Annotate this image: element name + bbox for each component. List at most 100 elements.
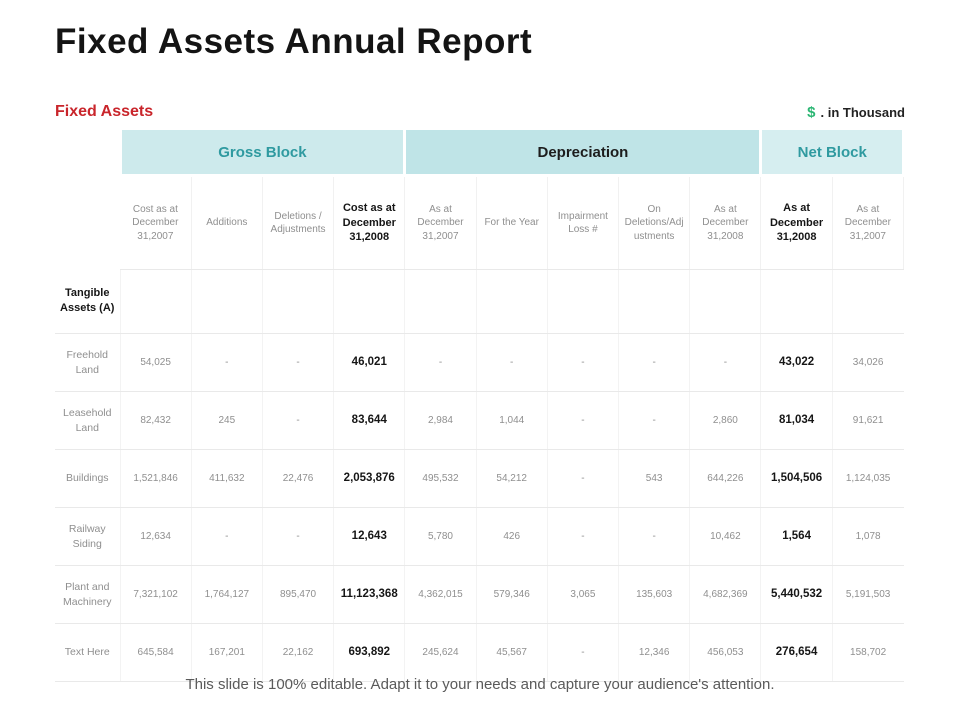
table-cell: 1,564 <box>760 507 833 566</box>
table-cell: 158,702 <box>832 623 904 682</box>
column-header-9: As at December 31,2008 <box>689 175 762 270</box>
table-cell: 22,162 <box>262 623 335 682</box>
table-cell: 1,521,846 <box>120 449 192 508</box>
table-cell: 644,226 <box>689 449 762 508</box>
table-cell <box>547 269 620 334</box>
table-cell: - <box>618 507 691 566</box>
group-header-net-block: Net Block <box>759 130 905 177</box>
table-cell: 4,362,015 <box>404 565 477 624</box>
table-body: Tangible Assets (A) Freehold Land 54,025- -… <box>55 269 904 682</box>
table-cell <box>618 269 691 334</box>
row-label: Freehold Land <box>55 333 121 392</box>
fixed-assets-table-wrapper: Gross Block Depreciation Net Block Cost as… <box>55 130 905 682</box>
table-cell: 2,984 <box>404 391 477 450</box>
table-cell <box>476 269 548 334</box>
table-row-leasehold-land: Leasehold Land 82,432 245-83,644 2,984 1,044… <box>55 391 904 450</box>
group-header-gross-block: Gross Block <box>118 130 407 177</box>
table-cell: - <box>547 391 620 450</box>
table-cell: - <box>262 391 335 450</box>
table-cell: 81,034 <box>760 391 833 450</box>
column-header-5: As at December 31,2007 <box>404 175 477 270</box>
table-cell: 10,462 <box>689 507 762 566</box>
table-cell: - <box>618 391 691 450</box>
table-cell: 895,470 <box>262 565 335 624</box>
group-header-depreciation: Depreciation <box>403 130 763 177</box>
table-cell: 11,123,368 <box>333 565 406 624</box>
table-cell <box>333 269 406 334</box>
table-cell: - <box>191 507 263 566</box>
table-cell: 579,346 <box>476 565 548 624</box>
row-label: Text Here <box>55 623 121 682</box>
table-cell: 411,632 <box>191 449 263 508</box>
page-title: Fixed Assets Annual Report <box>55 22 533 61</box>
table-cell: 167,201 <box>191 623 263 682</box>
group-header-row: Gross Block Depreciation Net Block <box>55 130 905 270</box>
table-cell: 245,624 <box>404 623 477 682</box>
table-row-buildings: Buildings 1,521,846 411,632 22,476 2,053,876… <box>55 449 904 508</box>
table-cell: - <box>618 333 691 392</box>
table-cell: 91,621 <box>832 391 904 450</box>
table-cell: 2,053,876 <box>333 449 406 508</box>
table-cell: - <box>689 333 762 392</box>
section-row: Tangible Assets (A) <box>55 269 904 334</box>
table-cell: 1,124,035 <box>832 449 904 508</box>
section-title: Fixed Assets <box>55 103 154 120</box>
table-row-railway-siding: Railway Siding 12,634- -12,643 5,780 426- -10… <box>55 507 904 566</box>
table-cell: 43,022 <box>760 333 833 392</box>
table-cell: 12,346 <box>618 623 691 682</box>
column-header-11: As at December 31,2007 <box>832 175 905 270</box>
column-header-4: Cost as at December 31,2008 <box>333 175 406 270</box>
row-label: Plant and Machinery <box>55 565 121 624</box>
row-label: Tangible Assets (A) <box>55 269 121 334</box>
table-cell: 1,504,506 <box>760 449 833 508</box>
table-cell: 54,212 <box>476 449 548 508</box>
table-cell: - <box>547 623 620 682</box>
table-cell: - <box>547 507 620 566</box>
column-header-row: Cost as at December 31,2007 Additions Dele… <box>55 175 905 270</box>
table-cell: 4,682,369 <box>689 565 762 624</box>
table-cell: 645,584 <box>120 623 192 682</box>
table-cell: 12,634 <box>120 507 192 566</box>
table-cell: 276,654 <box>760 623 833 682</box>
table-cell: 543 <box>618 449 691 508</box>
subheader: Fixed Assets $. in Thousand <box>55 101 905 123</box>
footer-note: This slide is 100% editable. Adapt it to… <box>185 676 775 693</box>
column-header-7: Impairment Loss # <box>547 175 620 270</box>
table-cell: 82,432 <box>120 391 192 450</box>
table-cell: 1,764,127 <box>191 565 263 624</box>
table-cell: - <box>262 333 335 392</box>
currency-note-text: . in Thousand <box>820 104 906 120</box>
table-row-freehold-land: Freehold Land 54,025- -46,021- - - - -43,022 34… <box>55 333 904 392</box>
table-cell <box>689 269 762 334</box>
table-cell: - <box>191 333 263 392</box>
table-cell: 3,065 <box>547 565 620 624</box>
table-cell: - <box>262 507 335 566</box>
table-cell: - <box>404 333 477 392</box>
table-cell: 135,603 <box>618 565 691 624</box>
table-cell <box>832 269 904 334</box>
table-cell: 5,440,532 <box>760 565 833 624</box>
row-label: Buildings <box>55 449 121 508</box>
table-cell <box>120 269 192 334</box>
table-row-plant-and-machinery: Plant and Machinery 7,321,102 1,764,127 895… <box>55 565 904 624</box>
column-header-3: Deletions / Adjustments <box>262 175 335 270</box>
table-cell: 7,321,102 <box>120 565 192 624</box>
column-header-6: For the Year <box>476 175 548 270</box>
column-header-8: On Deletions/Adj ustments <box>618 175 691 270</box>
dollar-icon: $ <box>807 103 816 121</box>
row-label: Leasehold Land <box>55 391 121 450</box>
table-cell: 83,644 <box>333 391 406 450</box>
row-label: Railway Siding <box>55 507 121 566</box>
currency-note: $. in Thousand <box>807 104 905 121</box>
table-cell: 2,860 <box>689 391 762 450</box>
table-cell: 45,567 <box>476 623 548 682</box>
table-row-text-here: Text Here 645,584 167,201 22,162 693,892 245,… <box>55 623 904 682</box>
table-cell <box>191 269 263 334</box>
table-cell <box>404 269 477 334</box>
table-cell: - <box>547 333 620 392</box>
table-cell: 34,026 <box>832 333 904 392</box>
fixed-assets-table: Gross Block Depreciation Net Block Cost as… <box>55 130 905 682</box>
table-cell <box>760 269 833 334</box>
column-header-10: As at December 31,2008 <box>760 175 833 270</box>
